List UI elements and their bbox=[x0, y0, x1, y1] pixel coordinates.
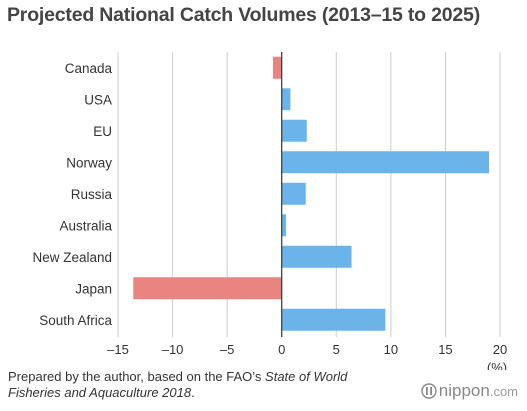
bar bbox=[133, 277, 282, 300]
bar bbox=[281, 88, 291, 111]
category-label: Japan bbox=[75, 281, 112, 296]
bar bbox=[281, 119, 307, 142]
nippon-logo-icon bbox=[421, 383, 437, 399]
source-title-line2: Fisheries and Aquaculture 2018 bbox=[8, 385, 192, 400]
x-tick-label: –15 bbox=[107, 342, 129, 357]
category-label: New Zealand bbox=[32, 250, 112, 265]
category-label: USA bbox=[84, 92, 112, 107]
tick-label-layer: –15 –10 –5 0 5 10 15 20 bbox=[107, 342, 507, 357]
logo-suffix: .com bbox=[489, 383, 518, 399]
bar bbox=[281, 308, 386, 331]
x-tick-label: 20 bbox=[493, 342, 507, 357]
source-note: Prepared by the author, based on the FAO… bbox=[8, 369, 347, 401]
bar bbox=[281, 182, 306, 205]
x-tick-label: 15 bbox=[438, 342, 452, 357]
category-label: Australia bbox=[59, 218, 112, 233]
x-tick-label: 5 bbox=[333, 342, 340, 357]
x-tick-label: 0 bbox=[278, 342, 285, 357]
bar bbox=[272, 56, 282, 79]
x-unit-label: (%) bbox=[487, 360, 507, 370]
logo-name: nippon bbox=[438, 381, 490, 400]
bar bbox=[281, 151, 490, 174]
source-title-line1: State of World bbox=[265, 369, 348, 384]
category-label: EU bbox=[93, 124, 112, 139]
chart-title: Projected National Catch Volumes (2013–1… bbox=[7, 4, 480, 26]
category-label: South Africa bbox=[39, 313, 112, 328]
bar-layer bbox=[133, 56, 490, 331]
source-note-suffix: . bbox=[191, 385, 195, 400]
bar bbox=[281, 214, 287, 237]
source-note-prefix: Prepared by the author, based on the FAO… bbox=[8, 369, 266, 384]
x-tick-label: –10 bbox=[162, 342, 184, 357]
bar bbox=[281, 245, 352, 268]
bar-chart: Canada USA EU Norway Russia Australia New Zeal… bbox=[32, 52, 507, 370]
category-label: Canada bbox=[65, 61, 113, 76]
nippon-logo: nippon .com bbox=[421, 381, 518, 401]
category-label: Russia bbox=[71, 187, 113, 202]
category-label: Norway bbox=[66, 155, 112, 170]
x-tick-label: –5 bbox=[220, 342, 234, 357]
x-tick-label: 10 bbox=[384, 342, 398, 357]
category-label-layer: Canada USA EU Norway Russia Australia New Zeal… bbox=[32, 61, 112, 328]
